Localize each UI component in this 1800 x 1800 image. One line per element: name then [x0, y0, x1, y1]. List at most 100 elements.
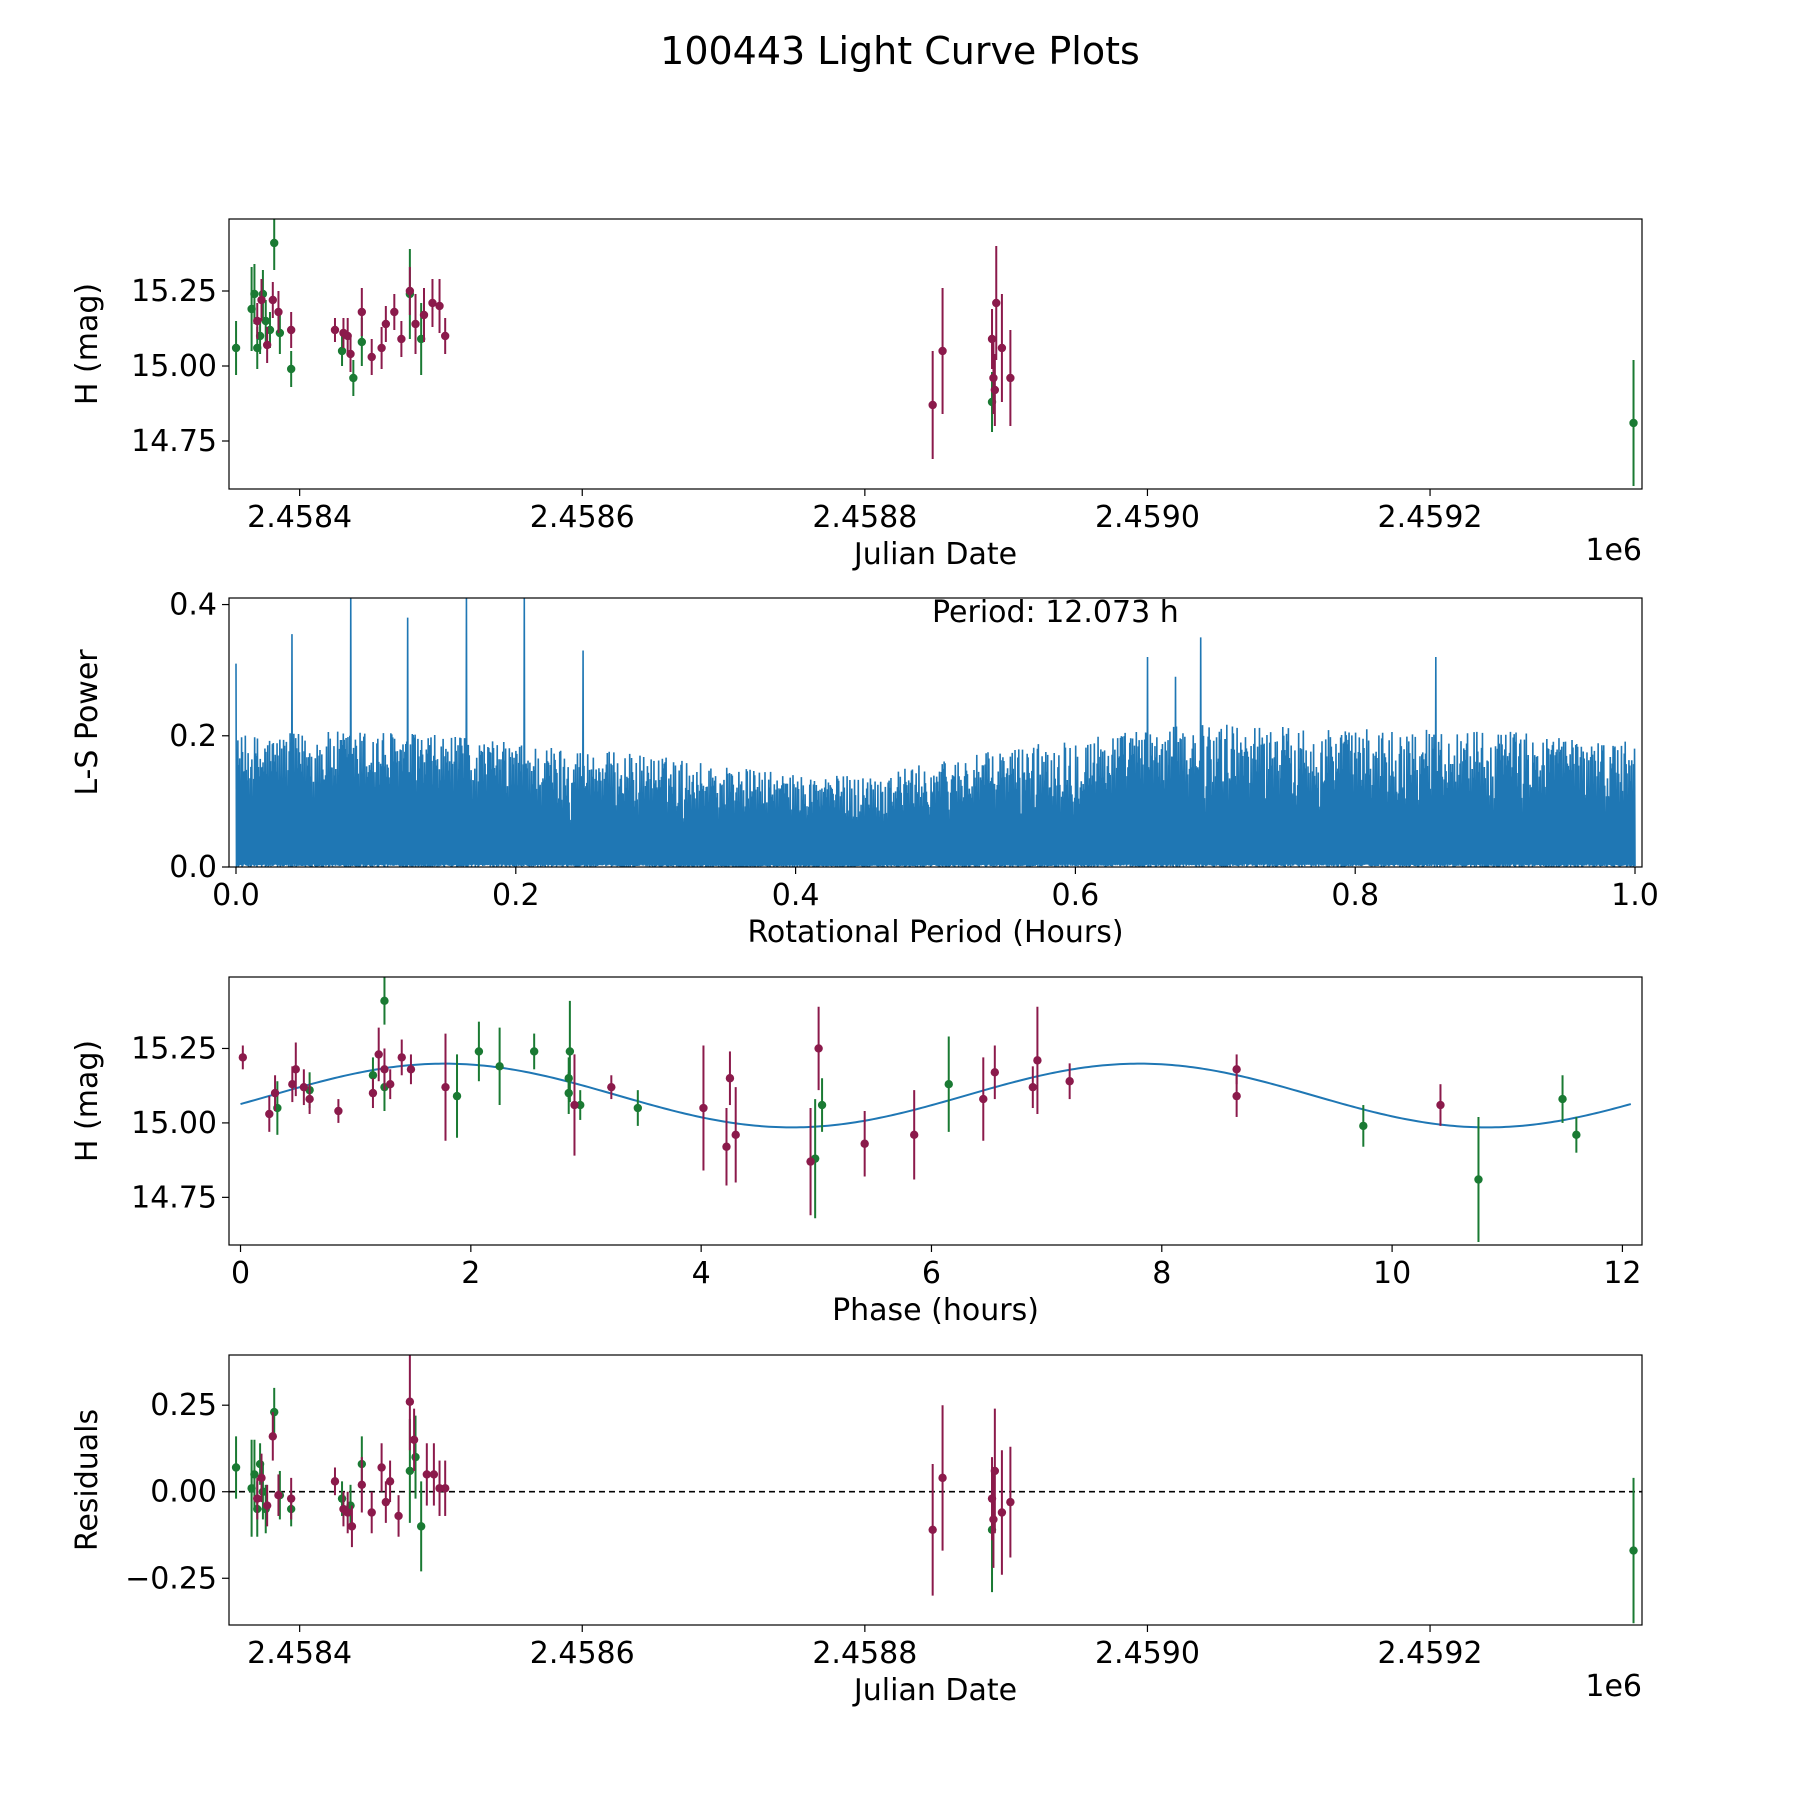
panel-phased: 0 2 4 6 8 10 12 14.75 15.00 15.25 Phase (hours) H (…	[70, 976, 1643, 1328]
data-point	[386, 1080, 395, 1089]
data-point	[406, 1065, 416, 1074]
data-point	[368, 1088, 378, 1098]
data-point	[405, 1466, 415, 1476]
panels-container: 2.4584 2.4586 2.4588 2.4590 2.4592 14.75 15.00…	[70, 218, 1659, 1708]
data-point	[394, 1511, 403, 1521]
data-point	[944, 1080, 953, 1089]
data-point	[576, 1100, 585, 1110]
x-offset-label: 1e6	[1585, 1669, 1642, 1704]
axes-frame	[228, 218, 1643, 490]
data-point	[330, 1477, 340, 1486]
data-point	[979, 1094, 988, 1104]
data-point	[428, 298, 437, 308]
data-point	[238, 1053, 248, 1062]
data-point	[299, 1082, 309, 1092]
data-point	[381, 1497, 391, 1507]
axes-frame	[228, 597, 1643, 868]
x-tick-label: 0.4	[772, 878, 820, 913]
data-point	[334, 1106, 343, 1116]
data-point	[397, 1053, 406, 1062]
data-point	[1359, 1121, 1368, 1131]
x-tick-label: 0.2	[492, 878, 540, 913]
data-point	[814, 1044, 823, 1053]
panel-light-curve: 2.4584 2.4586 2.4588 2.4590 2.4592 14.75 15.00…	[70, 218, 1643, 572]
data-point	[990, 385, 1000, 395]
data-point	[452, 1091, 462, 1101]
data-point	[357, 1480, 367, 1490]
data-point	[1033, 1056, 1042, 1065]
series-maroon	[238, 1006, 1445, 1216]
y-tick-label: −0.25	[125, 1561, 217, 1596]
data-point	[1629, 418, 1638, 428]
data-point	[989, 373, 998, 383]
data-point	[817, 1100, 827, 1110]
y-tick-label: 14.75	[131, 424, 217, 459]
x-tick-label: 2.4592	[1378, 1636, 1483, 1671]
data-point	[368, 1071, 378, 1080]
data-point	[725, 1074, 735, 1083]
data-point	[262, 1501, 272, 1510]
x-tick-label: 10	[1373, 1256, 1411, 1291]
data-point	[422, 1470, 432, 1479]
data-point	[288, 1080, 297, 1089]
x-tick-label: 0.0	[212, 878, 260, 913]
x-tick-label: 2.4584	[247, 1636, 352, 1671]
data-point	[253, 316, 262, 326]
data-point	[377, 1463, 386, 1472]
data-point	[405, 286, 415, 296]
data-point	[250, 1470, 259, 1479]
x-tick-label: 0.8	[1331, 878, 1379, 913]
data-point	[257, 1473, 266, 1483]
y-tick-label: 15.25	[131, 1031, 217, 1066]
data-point	[367, 1508, 376, 1517]
data-point	[286, 1494, 296, 1503]
axes-frame	[228, 1354, 1643, 1626]
data-point	[1006, 373, 1015, 383]
period-annotation: Period: 12.073 h	[932, 595, 1179, 630]
data-point	[380, 1065, 389, 1074]
data-point	[274, 1490, 283, 1500]
x-tick-label: 4	[692, 1256, 711, 1291]
data-point	[860, 1139, 869, 1148]
series-maroon	[253, 246, 1015, 459]
data-point	[435, 301, 444, 311]
data-point	[291, 1065, 300, 1074]
x-axis-label: Julian Date	[852, 1673, 1017, 1708]
data-point	[337, 1494, 347, 1503]
data-point	[440, 1484, 450, 1493]
data-point	[270, 1407, 279, 1417]
y-axis-label: H (mag)	[70, 283, 105, 405]
y-tick-label: 0.4	[169, 588, 217, 623]
data-point	[270, 1088, 280, 1098]
y-tick-label: 0.00	[150, 1475, 217, 1510]
data-point	[992, 298, 1001, 308]
data-point	[1436, 1100, 1445, 1110]
data-point	[357, 337, 367, 347]
data-point	[346, 349, 355, 359]
data-point	[337, 346, 347, 356]
series-maroon	[253, 1355, 1015, 1596]
axes-frame	[228, 976, 1643, 1246]
data-point	[374, 1050, 383, 1059]
data-point	[250, 289, 259, 299]
series-green	[231, 219, 1638, 486]
data-point	[997, 343, 1007, 353]
data-point	[261, 316, 270, 326]
x-tick-label: 1.0	[1611, 878, 1659, 913]
x-tick-label: 0.6	[1052, 878, 1100, 913]
x-tick-label: 2.4588	[812, 500, 917, 535]
data-point	[564, 1088, 573, 1098]
data-point	[349, 373, 358, 383]
panel-residuals: 2.4584 2.4586 2.4588 2.4590 2.4592 −0.25 0.00 0…	[70, 1354, 1643, 1708]
data-point	[419, 310, 429, 320]
plot-area	[231, 219, 1638, 486]
data-point	[411, 319, 420, 329]
x-tick-label: 12	[1603, 1256, 1641, 1291]
x-tick-label: 2	[461, 1256, 480, 1291]
data-point	[231, 1463, 241, 1472]
data-point	[347, 1522, 357, 1531]
data-point	[987, 334, 997, 344]
y-tick-label: 0.25	[150, 1388, 217, 1423]
x-tick-label: 6	[922, 1256, 941, 1291]
plot-area	[235, 598, 1636, 867]
